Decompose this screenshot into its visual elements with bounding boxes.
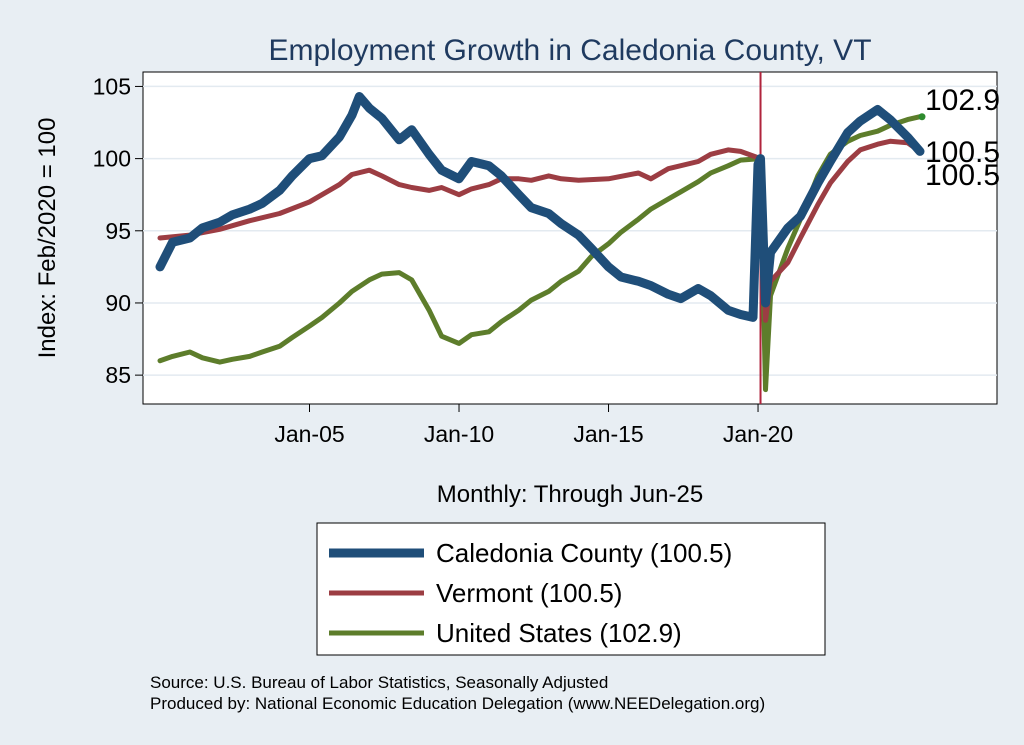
y-tick-label-100: 100	[93, 146, 131, 172]
x-tick-label-Jan-05: Jan-05	[274, 421, 344, 447]
x-axis-ticks: Jan-05 Jan-10 Jan-15 Jan-20	[274, 404, 793, 447]
series-line-0	[155, 92, 925, 322]
y-axis-label: Index: Feb/2020 = 100	[34, 118, 61, 359]
end-marker-united-states	[918, 113, 926, 121]
legend-label-united-states: United States (102.9)	[436, 618, 682, 648]
y-tick-label-95: 95	[105, 218, 131, 244]
produced-by-note: Produced by: National Economic Education…	[150, 694, 765, 713]
series-lines	[155, 92, 926, 393]
legend: Caledonia County (100.5) Vermont (100.5)…	[316, 522, 826, 656]
end-label-series-2: 102.9	[925, 84, 1000, 117]
x-axis-label: Monthly: Through Jun-25	[437, 481, 703, 508]
series-line-1	[157, 138, 923, 323]
source-note: Source: U.S. Bureau of Labor Statistics,…	[150, 673, 608, 692]
legend-label-caledonia: Caledonia County (100.5)	[436, 538, 732, 568]
plot-area	[142, 71, 998, 405]
x-tick-label-Jan-15: Jan-15	[573, 421, 643, 447]
y-tick-label-105: 105	[93, 73, 131, 99]
series-line-2	[157, 114, 923, 393]
x-tick-label-Jan-10: Jan-10	[424, 421, 494, 447]
y-axis-ticks: 85 90 95 100 105	[93, 73, 143, 388]
x-tick-label-Jan-20: Jan-20	[723, 421, 793, 447]
y-tick-label-90: 90	[105, 290, 131, 316]
y-tick-label-85: 85	[105, 362, 131, 388]
end-label-series-1: 100.5	[925, 159, 1000, 192]
end-label-series-0: 100.5	[925, 136, 1000, 169]
legend-label-vermont: Vermont (100.5)	[436, 578, 622, 608]
chart-title: Employment Growth in Caledonia County, V…	[268, 34, 871, 67]
